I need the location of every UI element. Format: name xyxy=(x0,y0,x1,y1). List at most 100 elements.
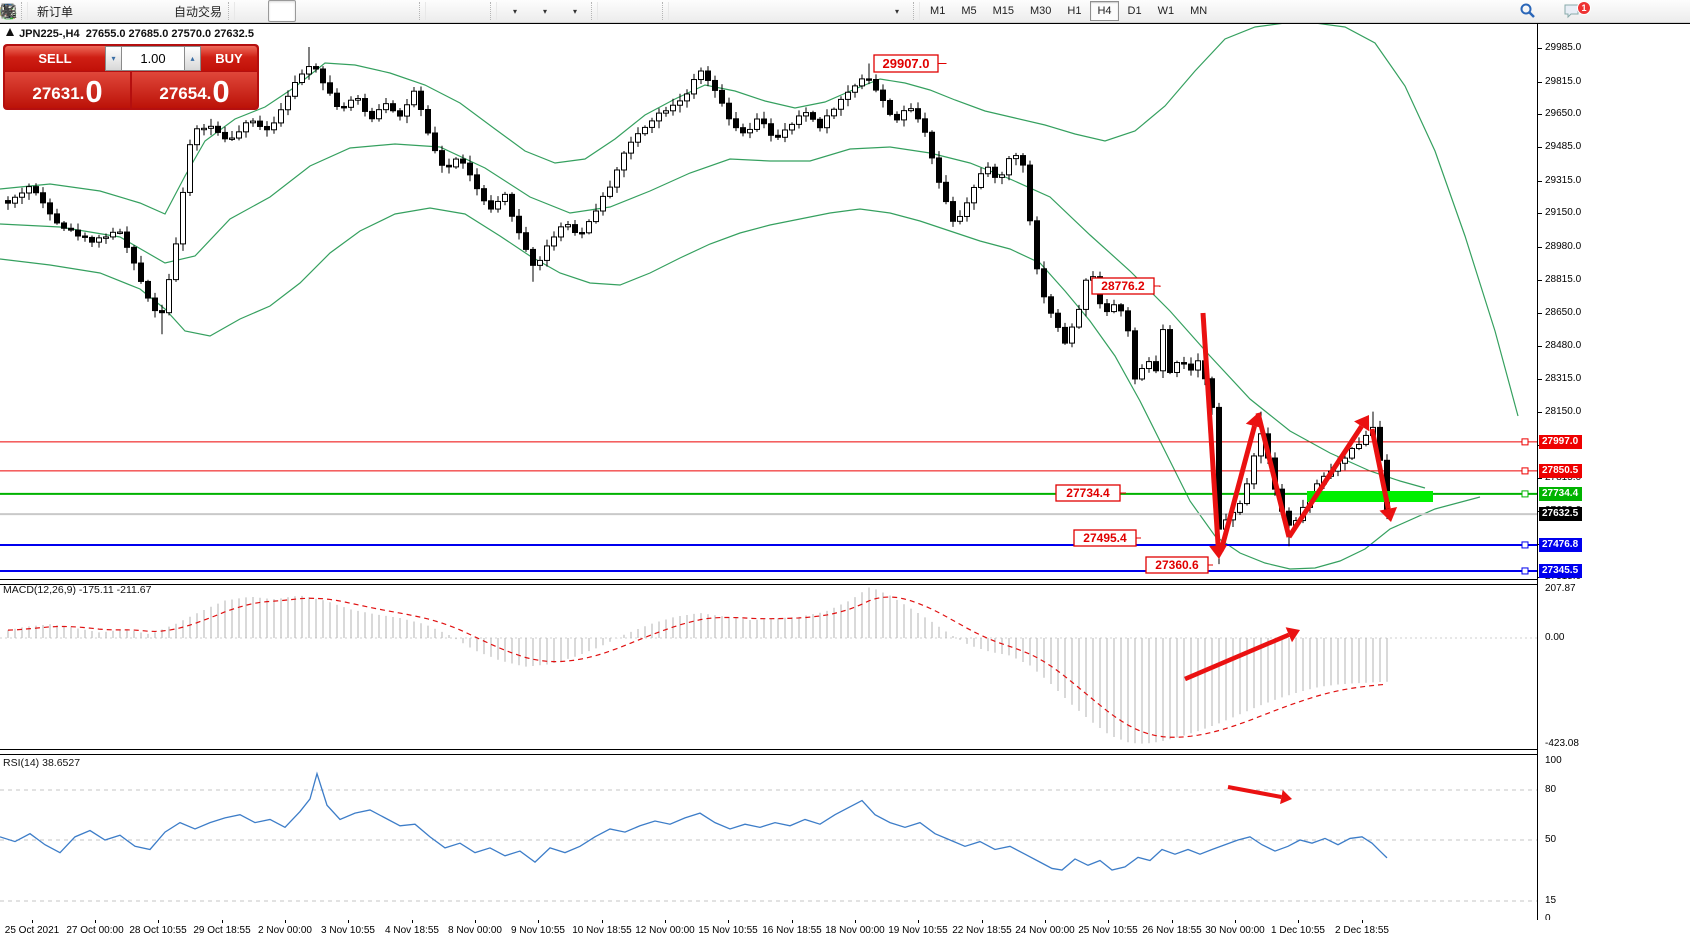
price-label-box[interactable] xyxy=(873,54,939,73)
support-zone-rectangle[interactable] xyxy=(1307,491,1433,502)
rsi-panel[interactable] xyxy=(0,753,1537,920)
timeframe-d1[interactable]: D1 xyxy=(1127,5,1142,17)
candle-body xyxy=(579,232,585,235)
candle-body xyxy=(768,123,774,136)
trend-arrows[interactable] xyxy=(1200,312,1398,559)
price-tick-label: 29485.0 xyxy=(1545,141,1582,153)
hline-handle[interactable] xyxy=(1521,467,1529,475)
hline-handle[interactable] xyxy=(1521,541,1529,549)
timeframe-m30[interactable]: M30 xyxy=(1030,5,1052,17)
zoom-in-button[interactable] xyxy=(2,0,356,22)
price-axis[interactable]: 29985.0 29815.0 29650.0 29485.0 29315.0 29150… xyxy=(1537,24,1690,924)
sell-button[interactable]: SELL xyxy=(5,46,105,71)
trendline-tool[interactable] xyxy=(1,0,760,22)
signals-button[interactable] xyxy=(0,0,166,22)
candle-body xyxy=(152,297,158,312)
time-tick-mark xyxy=(918,920,919,923)
candlestick-chart-button[interactable] xyxy=(2,0,297,22)
candle-body xyxy=(824,115,830,129)
price-label-box[interactable] xyxy=(1055,484,1121,502)
symbol-triangle-icon xyxy=(6,28,14,36)
chat-button[interactable]: 1 xyxy=(1562,0,1591,22)
axis-tick-mark xyxy=(1538,279,1542,281)
sell-price[interactable]: 27631. 0 xyxy=(5,72,130,108)
cursor-tool-button[interactable] xyxy=(4,0,629,22)
time-tick-label: 24 Nov 00:00 xyxy=(1015,925,1075,936)
buy-price[interactable]: 27654. 0 xyxy=(132,72,257,108)
horizontal-line-tool[interactable] xyxy=(1,0,730,22)
label-connector xyxy=(938,63,947,64)
market-watch-button[interactable] xyxy=(1,0,136,22)
candle-body xyxy=(138,262,144,282)
axis-price-flag: 27850.5 xyxy=(1539,463,1583,478)
candle-body xyxy=(1111,304,1117,313)
buy-button[interactable]: BUY xyxy=(201,46,257,71)
hline-handle[interactable] xyxy=(1521,567,1529,575)
indicators-button[interactable]: ▾ xyxy=(1,0,528,22)
volume-decrease-button[interactable]: ▾ xyxy=(105,46,122,71)
macd-arrow[interactable] xyxy=(1184,627,1300,682)
text-tool[interactable]: A xyxy=(2,0,850,22)
price-tick-label: 29815.0 xyxy=(1545,75,1582,87)
hline-handle[interactable] xyxy=(1521,490,1529,498)
candle-body xyxy=(215,125,221,133)
panel-divider[interactable] xyxy=(0,579,1537,585)
candle-body xyxy=(684,93,690,102)
zoom-out-button[interactable] xyxy=(2,0,386,22)
line-chart-button[interactable] xyxy=(0,0,326,22)
candle-body xyxy=(971,186,977,204)
tile-windows-button[interactable] xyxy=(2,0,416,22)
candle-body xyxy=(222,131,228,140)
candle-body xyxy=(586,221,592,234)
timeframe-m1[interactable]: M1 xyxy=(930,5,946,17)
vertical-line-tool[interactable] xyxy=(6,0,700,22)
timeframe-m15[interactable]: M15 xyxy=(992,5,1014,17)
time-axis[interactable]: 25 Oct 2021 27 Oct 00:00 28 Oct 10:55 29 Oc… xyxy=(0,920,1690,941)
candle-body xyxy=(47,202,53,215)
chart-shift-button[interactable] xyxy=(2,0,457,22)
candle-body xyxy=(859,78,865,87)
arrows-tool[interactable]: ▾ xyxy=(2,0,910,22)
crosshair-tool-button[interactable] xyxy=(1,0,659,22)
eraser-button[interactable] xyxy=(2,0,106,22)
time-tick-mark xyxy=(158,920,159,923)
candle-body xyxy=(124,231,130,248)
time-tick-mark xyxy=(855,920,856,923)
candle-body xyxy=(341,105,347,109)
channel-tool[interactable]: E xyxy=(0,0,790,22)
main-price-chart[interactable]: 29907.0 28776.2 27734.4 27495.4 27360.6 xyxy=(0,24,1537,579)
volume-increase-button[interactable]: ▴ xyxy=(184,46,201,71)
rsi-arrow[interactable] xyxy=(1227,785,1292,805)
chart-autoscroll-button[interactable] xyxy=(2,0,487,22)
price-label-box[interactable] xyxy=(1145,556,1209,574)
candle-body xyxy=(1069,326,1075,344)
new-order-button[interactable]: 新订单 xyxy=(1,0,76,22)
candle-body xyxy=(950,201,956,222)
time-tick-label: 2 Nov 00:00 xyxy=(258,925,312,936)
bar-chart-button[interactable] xyxy=(2,0,266,22)
time-tick-mark xyxy=(1108,920,1109,923)
candle-body xyxy=(628,141,634,154)
timeframe-m5[interactable]: M5 xyxy=(961,5,977,17)
panel-divider[interactable] xyxy=(0,749,1537,755)
periods-button[interactable]: ▾ xyxy=(0,0,558,22)
candle-body xyxy=(299,73,305,84)
hline-handle[interactable] xyxy=(1521,438,1529,446)
templates-button[interactable]: ▾ xyxy=(1,0,588,22)
search-button[interactable] xyxy=(1519,0,1547,22)
price-tick-label: 28315.0 xyxy=(1545,372,1582,384)
timeframe-h1[interactable]: H1 xyxy=(1067,5,1082,17)
timeframe-h4[interactable]: H4 xyxy=(1090,1,1119,21)
price-label-box[interactable] xyxy=(1073,529,1137,547)
text-label-tool[interactable]: T xyxy=(1,0,880,22)
timeframe-w1[interactable]: W1 xyxy=(1157,5,1175,17)
auto-trading-button[interactable]: 自动交易 xyxy=(0,0,225,22)
fibonacci-tool[interactable]: F xyxy=(1,0,820,22)
separator xyxy=(913,2,921,20)
candle-body xyxy=(915,108,921,120)
price-label-box[interactable] xyxy=(1091,277,1155,295)
volume-input[interactable]: 1.00 xyxy=(122,46,184,71)
timeframe-mn[interactable]: MN xyxy=(1190,5,1208,17)
macd-panel[interactable] xyxy=(0,583,1537,749)
candle-body xyxy=(453,158,459,168)
